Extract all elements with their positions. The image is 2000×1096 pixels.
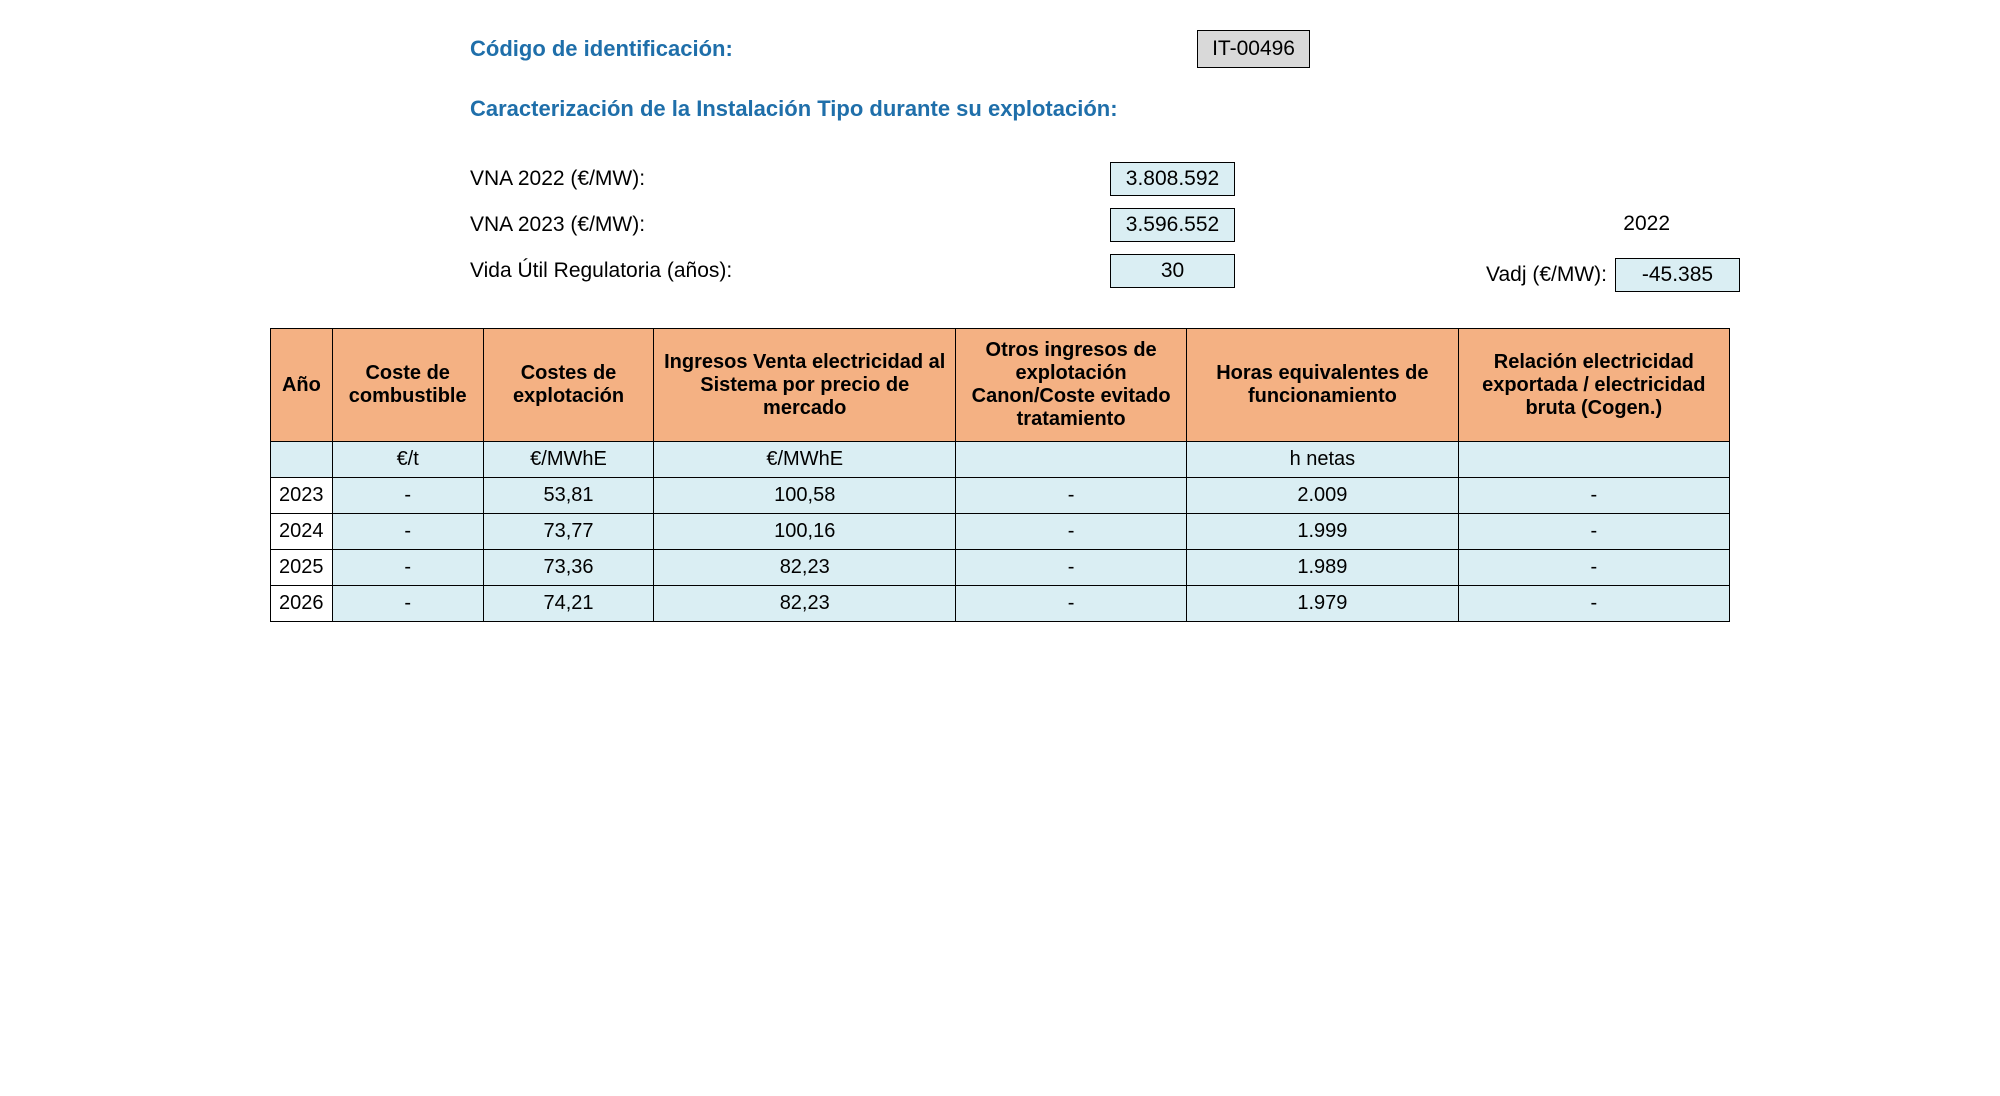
- table-units-row: €/t €/MWhE €/MWhE h netas: [271, 442, 1730, 478]
- cell-ingresos-venta: 82,23: [654, 586, 956, 622]
- vida-value: 30: [1110, 254, 1235, 288]
- th-otros-ingresos: Otros ingresos de explotación Canon/Cost…: [956, 329, 1187, 442]
- vna2023-value: 3.596.552: [1110, 208, 1235, 242]
- unit-ingresos-venta: €/MWhE: [654, 442, 956, 478]
- cell-horas: 1.979: [1187, 586, 1458, 622]
- cell-coste-combustible: -: [332, 550, 483, 586]
- cell-ano: 2025: [271, 550, 333, 586]
- cell-costes-explotacion: 73,36: [483, 550, 654, 586]
- th-ingresos-venta: Ingresos Venta electricidad al Sistema p…: [654, 329, 956, 442]
- codigo-value-box: IT-00496: [1197, 30, 1310, 68]
- cell-coste-combustible: -: [332, 514, 483, 550]
- cell-otros-ingresos: -: [956, 586, 1187, 622]
- cell-relacion: -: [1458, 478, 1729, 514]
- cell-coste-combustible: -: [332, 586, 483, 622]
- cell-costes-explotacion: 73,77: [483, 514, 654, 550]
- cell-ingresos-venta: 82,23: [654, 550, 956, 586]
- table-row: 2025 - 73,36 82,23 - 1.989 -: [271, 550, 1730, 586]
- unit-coste-combustible: €/t: [332, 442, 483, 478]
- cell-ano: 2023: [271, 478, 333, 514]
- th-coste-combustible: Coste de combustible: [332, 329, 483, 442]
- cell-ingresos-venta: 100,58: [654, 478, 956, 514]
- th-costes-explotacion: Costes de explotación: [483, 329, 654, 442]
- cell-otros-ingresos: -: [956, 514, 1187, 550]
- cell-costes-explotacion: 74,21: [483, 586, 654, 622]
- cell-costes-explotacion: 53,81: [483, 478, 654, 514]
- cell-relacion: -: [1458, 586, 1729, 622]
- th-relacion: Relación electricidad exportada / electr…: [1458, 329, 1729, 442]
- th-horas: Horas equivalentes de funcionamiento: [1187, 329, 1458, 442]
- table-row: 2023 - 53,81 100,58 - 2.009 -: [271, 478, 1730, 514]
- unit-horas: h netas: [1187, 442, 1458, 478]
- th-ano: Año: [271, 329, 333, 442]
- cell-horas: 2.009: [1187, 478, 1458, 514]
- table-body: €/t €/MWhE €/MWhE h netas 2023 - 53,81 1…: [271, 442, 1730, 622]
- unit-otros-ingresos: [956, 442, 1187, 478]
- cell-coste-combustible: -: [332, 478, 483, 514]
- table-header-row: Año Coste de combustible Costes de explo…: [271, 329, 1730, 442]
- cell-ano: 2026: [271, 586, 333, 622]
- subtitle: Caracterización de la Instalación Tipo d…: [470, 96, 1730, 122]
- year-ref: 2022: [1623, 212, 1670, 236]
- cell-ano: 2024: [271, 514, 333, 550]
- cell-otros-ingresos: -: [956, 478, 1187, 514]
- table-row: 2024 - 73,77 100,16 - 1.999 -: [271, 514, 1730, 550]
- cell-ingresos-venta: 100,16: [654, 514, 956, 550]
- vadj-label: Vadj (€/MW):: [1486, 263, 1607, 287]
- vna2022-label: VNA 2022 (€/MW):: [470, 167, 1110, 191]
- params-section: VNA 2022 (€/MW): 3.808.592 VNA 2023 (€/M…: [470, 162, 1730, 288]
- vadj-value: -45.385: [1615, 258, 1740, 292]
- unit-ano: [271, 442, 333, 478]
- table-row: 2026 - 74,21 82,23 - 1.979 -: [271, 586, 1730, 622]
- main-data-table: Año Coste de combustible Costes de explo…: [270, 328, 1730, 622]
- cell-horas: 1.999: [1187, 514, 1458, 550]
- cell-otros-ingresos: -: [956, 550, 1187, 586]
- vida-label: Vida Útil Regulatoria (años):: [470, 259, 1110, 283]
- cell-horas: 1.989: [1187, 550, 1458, 586]
- cell-relacion: -: [1458, 514, 1729, 550]
- vna2023-label: VNA 2023 (€/MW):: [470, 213, 1110, 237]
- codigo-label: Código de identificación:: [470, 36, 733, 62]
- vna2022-value: 3.808.592: [1110, 162, 1235, 196]
- unit-relacion: [1458, 442, 1729, 478]
- unit-costes-explotacion: €/MWhE: [483, 442, 654, 478]
- cell-relacion: -: [1458, 550, 1729, 586]
